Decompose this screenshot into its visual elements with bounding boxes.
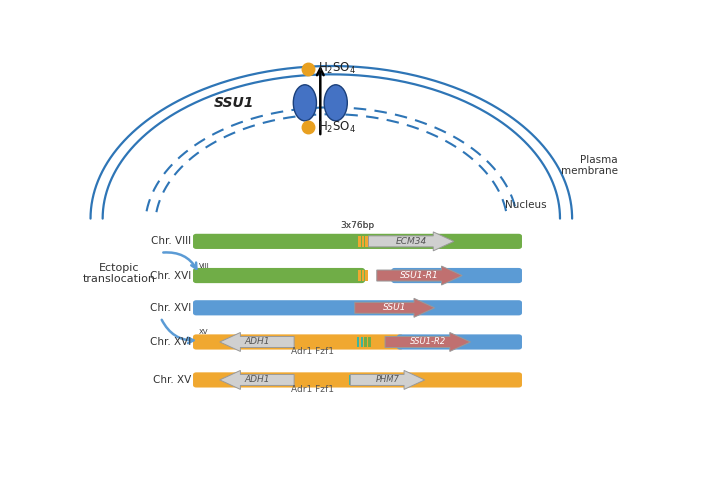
Bar	[360, 337, 363, 347]
Text: Ectopic
translocation: Ectopic translocation	[82, 263, 156, 284]
FancyBboxPatch shape	[391, 268, 522, 283]
Text: SSU1-R1: SSU1-R1	[400, 271, 439, 280]
Bar	[362, 270, 364, 281]
Bar	[365, 236, 368, 246]
Bar	[357, 375, 360, 385]
Text: ADH1: ADH1	[244, 338, 269, 347]
Text: XV: XV	[199, 329, 208, 335]
FancyBboxPatch shape	[193, 268, 365, 283]
Polygon shape	[368, 232, 454, 251]
Text: 3x76bp: 3x76bp	[341, 221, 375, 230]
Polygon shape	[377, 266, 462, 285]
Polygon shape	[220, 332, 294, 352]
Text: SSU1-R2: SSU1-R2	[410, 338, 446, 347]
FancyBboxPatch shape	[193, 372, 522, 387]
Polygon shape	[385, 332, 471, 352]
Polygon shape	[351, 370, 424, 389]
Bar	[358, 270, 360, 281]
FancyBboxPatch shape	[193, 300, 522, 316]
Bar	[358, 236, 360, 246]
Text: ECM34: ECM34	[395, 237, 427, 246]
Text: Chr. XVI: Chr. XVI	[149, 337, 191, 347]
Bar	[365, 270, 368, 281]
Text: Adr1 Fzf1: Adr1 Fzf1	[291, 348, 333, 356]
Text: ADH1: ADH1	[244, 376, 269, 385]
Text: SSU1: SSU1	[214, 96, 255, 110]
Polygon shape	[220, 370, 294, 389]
Text: 3x76bp: 3x76bp	[341, 221, 375, 230]
Bar	[364, 337, 367, 347]
Bar	[353, 375, 356, 385]
Ellipse shape	[324, 85, 347, 121]
Text: Chr. VIII: Chr. VIII	[151, 236, 191, 246]
Text: Nucleus: Nucleus	[505, 200, 547, 211]
Bar	[368, 337, 371, 347]
Text: Chr. XVI: Chr. XVI	[149, 303, 191, 313]
Bar	[362, 236, 364, 246]
Ellipse shape	[294, 85, 316, 121]
Text: Plasma
membrane: Plasma membrane	[561, 155, 618, 176]
Bar	[349, 375, 352, 385]
Text: PHM7: PHM7	[375, 376, 400, 385]
Text: Chr. XVI: Chr. XVI	[149, 271, 191, 281]
Text: Adr1 Fzf1: Adr1 Fzf1	[291, 386, 333, 394]
Bar	[357, 337, 360, 347]
FancyBboxPatch shape	[397, 334, 522, 350]
FancyBboxPatch shape	[193, 234, 522, 249]
FancyBboxPatch shape	[193, 334, 404, 350]
Polygon shape	[355, 298, 434, 317]
Text: Chr. XV: Chr. XV	[153, 375, 191, 385]
Text: SSU1: SSU1	[383, 303, 407, 312]
Bar	[360, 375, 363, 385]
Text: H$_2$SO$_4$: H$_2$SO$_4$	[318, 61, 356, 76]
Text: VIII: VIII	[199, 263, 210, 269]
Text: H$_2$SO$_4$: H$_2$SO$_4$	[318, 120, 356, 135]
